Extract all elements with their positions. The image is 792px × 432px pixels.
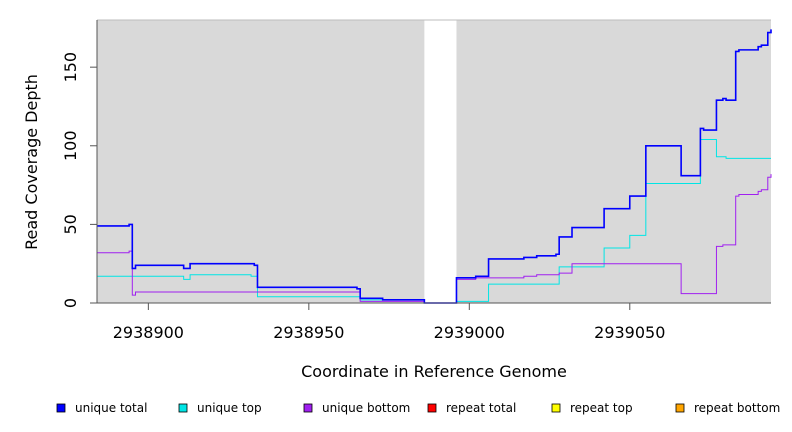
y-tick-label: 0 (61, 298, 80, 308)
y-axis-title: Read Coverage Depth (22, 74, 41, 250)
y-tick-label: 100 (61, 131, 80, 162)
x-axis-ticks: 2938900 2938950 2939000 2939050 (113, 303, 665, 342)
coverage-gap (424, 20, 457, 303)
legend-swatch (56, 403, 66, 413)
x-axis-title: Coordinate in Reference Genome (301, 362, 567, 381)
x-tick-label: 2938950 (273, 323, 344, 342)
legend-swatch (303, 403, 313, 413)
series-line-unique-total (97, 29, 772, 304)
legend-label: unique bottom (322, 401, 410, 415)
legend-swatch (427, 403, 437, 413)
x-tick-label: 2938900 (113, 323, 184, 342)
x-tick-label: 2939000 (434, 323, 505, 342)
legend-swatch (178, 403, 188, 413)
y-tick-label: 50 (61, 214, 80, 234)
legend-label: repeat total (446, 401, 516, 415)
y-tick-label: 150 (61, 52, 80, 83)
series-line-unique-bottom (97, 174, 772, 304)
y-axis-ticks: 0 50 100 150 (61, 52, 97, 308)
legend-swatch (675, 403, 685, 413)
x-tick-label: 2939050 (594, 323, 665, 342)
legend-label: repeat top (570, 401, 633, 415)
legend-label: repeat bottom (694, 401, 780, 415)
legend-label: unique top (197, 401, 262, 415)
legend-swatch (551, 403, 561, 413)
legend-label: unique total (75, 401, 147, 415)
legend: unique total unique top unique bottom repea… (56, 401, 780, 415)
